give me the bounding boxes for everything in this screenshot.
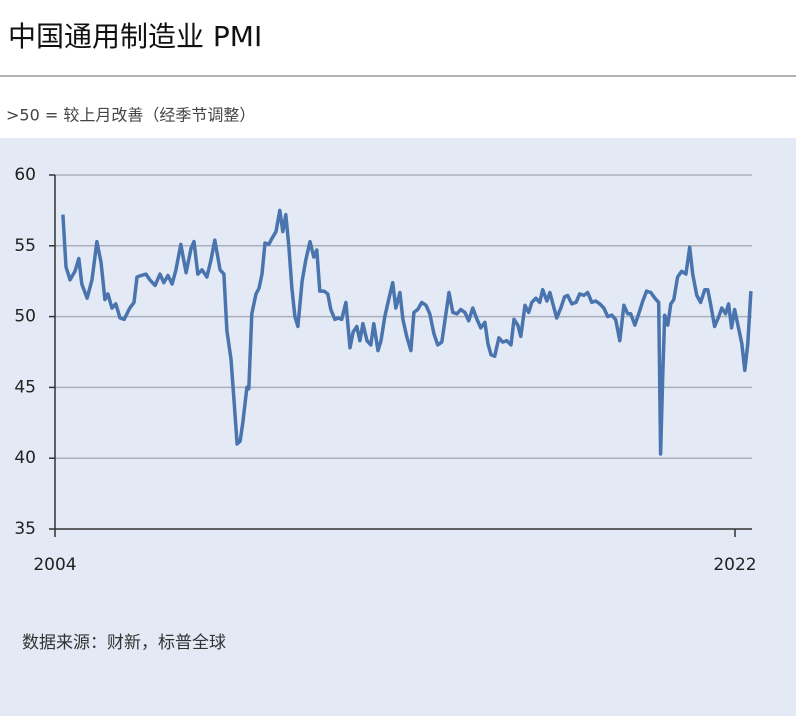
data-line <box>61 208 753 456</box>
panel <box>0 138 796 716</box>
y-tick-label: 40 <box>14 448 36 468</box>
source: 数据来源：财新，标普全球 <box>22 633 226 653</box>
y-tick-label: 45 <box>14 377 36 397</box>
y-tick-label: 50 <box>14 307 36 327</box>
x-tick-label: 2004 <box>33 555 76 575</box>
y-tick-label: 60 <box>14 165 36 185</box>
chart-title: 中国通用制造业 PMI <box>8 20 262 53</box>
y-tick-label: 55 <box>14 236 36 256</box>
y-tick-label: 35 <box>14 519 36 539</box>
subtitle: >50 = 较上月改善（经季节调整） <box>6 106 255 125</box>
x-tick-label: 2022 <box>713 555 756 575</box>
